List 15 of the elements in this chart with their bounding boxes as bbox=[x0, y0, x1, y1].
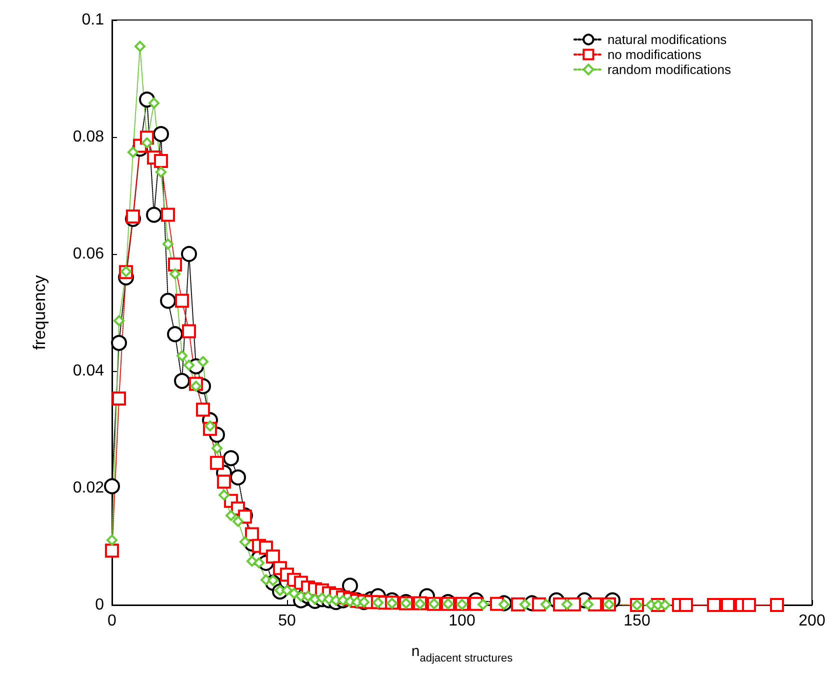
y-tick-label: 0.08 bbox=[72, 128, 104, 146]
y-tick-label: 0 bbox=[95, 596, 104, 614]
legend-label: natural modifications bbox=[607, 32, 728, 47]
x-tick-label: 50 bbox=[278, 612, 296, 630]
x-tick-label: 150 bbox=[624, 612, 650, 630]
y-tick-label: 0.04 bbox=[72, 362, 104, 380]
x-tick-label: 200 bbox=[798, 612, 826, 630]
y-tick-label: 0.02 bbox=[72, 480, 104, 496]
y-tick-label: 0.06 bbox=[72, 246, 104, 262]
x-tick-label: 100 bbox=[448, 612, 476, 630]
y-axis-title: frequency bbox=[30, 274, 49, 350]
x-tick-label: 0 bbox=[108, 612, 117, 630]
legend-label: random modifications bbox=[607, 62, 732, 77]
y-tick-label: 0.1 bbox=[82, 12, 104, 28]
legend-label: no modifications bbox=[607, 47, 702, 62]
